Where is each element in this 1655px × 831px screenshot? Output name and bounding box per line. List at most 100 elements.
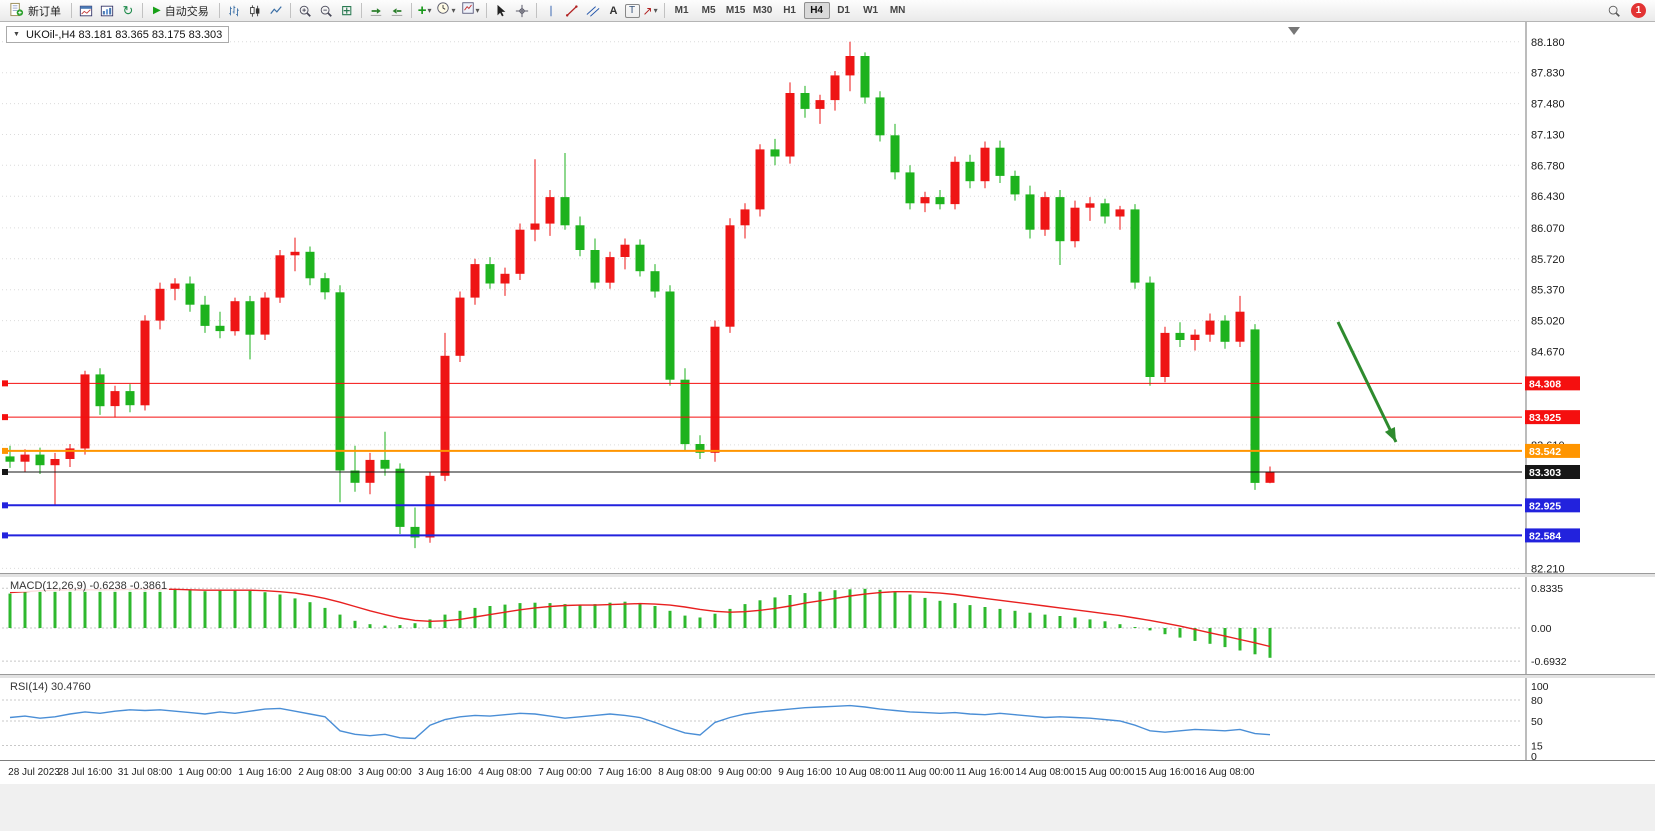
- toolbar-separator: [142, 3, 143, 18]
- zoom-in-icon[interactable]: [295, 2, 315, 20]
- time-label: 31 Jul 08:00: [117, 767, 173, 778]
- svg-text:-0.6932: -0.6932: [1531, 656, 1567, 668]
- chevron-down-icon: ▾: [475, 6, 480, 15]
- time-label: 28 Jul 16:00: [57, 767, 113, 778]
- new-order-icon: [9, 2, 24, 20]
- svg-text:85.370: 85.370: [1531, 285, 1565, 297]
- svg-text:82.210: 82.210: [1531, 563, 1565, 573]
- rsi-canvas[interactable]: 100 80 50 150: [0, 678, 1655, 760]
- toolbar-separator: [485, 3, 487, 18]
- svg-text:0.8335: 0.8335: [1531, 583, 1563, 595]
- time-label: 15 Aug 16:00: [1135, 767, 1195, 778]
- toolbar: 新订单 ↻ ▶ 自动交易 ⊞ + ▾ ▾ ▾: [0, 0, 1655, 22]
- macd-canvas[interactable]: 0.8335 0.00 -0.6932: [0, 577, 1655, 674]
- time-label: 3 Aug 00:00: [358, 767, 412, 778]
- vertical-line-icon[interactable]: [541, 2, 561, 20]
- trendline-icon[interactable]: [562, 2, 582, 20]
- macd-panel[interactable]: 0.8335 0.00 -0.6932 MACD(12,26,9) -0.6238 …: [0, 577, 1655, 674]
- time-label: 10 Aug 08:00: [835, 767, 895, 778]
- svg-text:85.720: 85.720: [1531, 254, 1565, 266]
- profiles-icon[interactable]: [97, 2, 117, 20]
- svg-text:83.303: 83.303: [1529, 467, 1561, 479]
- svg-text:86.070: 86.070: [1531, 223, 1565, 235]
- window-bottom: [0, 784, 1655, 831]
- svg-text:84.308: 84.308: [1529, 378, 1561, 390]
- candlestick-chart-icon[interactable]: [245, 2, 265, 20]
- tab-timeframe-m30[interactable]: M30: [750, 2, 776, 19]
- svg-text:15: 15: [1531, 741, 1543, 753]
- svg-text:0: 0: [1531, 751, 1537, 760]
- svg-text:83.542: 83.542: [1529, 446, 1561, 458]
- tab-timeframe-m5[interactable]: M5: [696, 2, 722, 19]
- arrow-tool-icon: ↗: [642, 3, 653, 18]
- time-label: 8 Aug 08:00: [658, 767, 712, 778]
- toolbar-right: 1: [1604, 2, 1652, 20]
- clock-icon: [436, 1, 450, 20]
- toolbar-separator: [535, 3, 537, 18]
- zoom-out-icon[interactable]: [316, 2, 336, 20]
- chart-shift-icon[interactable]: [387, 2, 407, 20]
- collapse-icon[interactable]: ▼: [13, 31, 20, 38]
- search-icon[interactable]: [1604, 2, 1624, 20]
- rsi-label: RSI(14) 30.4760: [8, 681, 93, 693]
- indicators-button[interactable]: + ▾: [416, 2, 434, 20]
- tab-timeframe-h4[interactable]: H4: [803, 2, 830, 19]
- auto-trading-button[interactable]: ▶ 自动交易: [147, 1, 215, 21]
- new-order-button[interactable]: 新订单: [3, 0, 67, 22]
- time-label: 3 Aug 16:00: [418, 767, 472, 778]
- time-axis[interactable]: 28 Jul 2023 28 Jul 16:00 31 Jul 08:00 1 Aug…: [0, 760, 1655, 784]
- play-icon: ▶: [153, 5, 161, 16]
- svg-text:87.830: 87.830: [1531, 68, 1565, 80]
- tab-timeframe-m1[interactable]: M1: [669, 2, 695, 19]
- toolbar-separator: [289, 3, 291, 18]
- main-chart-canvas[interactable]: 88.180 87.830 87.480 87.130 86.780 86.430 86.0…: [0, 22, 1655, 573]
- panel-separator[interactable]: [0, 573, 1655, 577]
- new-order-label: 新订单: [28, 5, 61, 18]
- time-label: 1 Aug 16:00: [238, 767, 292, 778]
- notification-badge[interactable]: 1: [1631, 3, 1646, 18]
- bar-chart-icon[interactable]: [224, 2, 244, 20]
- equidistant-channel-icon[interactable]: [583, 2, 603, 20]
- tab-timeframe-m15[interactable]: M15: [723, 2, 749, 19]
- chart-window-icon[interactable]: [76, 2, 96, 20]
- time-label: 9 Aug 16:00: [778, 767, 832, 778]
- time-label: 16 Aug 08:00: [1195, 767, 1255, 778]
- refresh-icon[interactable]: ↻: [118, 2, 138, 20]
- svg-text:83.925: 83.925: [1529, 412, 1561, 424]
- svg-text:85.020: 85.020: [1531, 316, 1565, 328]
- rsi-panel[interactable]: 100 80 50 15 0 RSI(14) 30.4760: [0, 678, 1655, 760]
- time-label: 11 Aug 16:00: [955, 767, 1015, 778]
- toolbar-separator: [71, 3, 72, 18]
- text-tool-icon[interactable]: A: [604, 2, 624, 20]
- tile-windows-icon[interactable]: ⊞: [337, 2, 357, 20]
- templates-button[interactable]: ▾: [459, 2, 482, 20]
- panel-separator[interactable]: [0, 674, 1655, 678]
- tab-timeframe-d1[interactable]: D1: [831, 2, 857, 19]
- cursor-icon[interactable]: [491, 2, 511, 20]
- main-chart-panel[interactable]: 88.180 87.830 87.480 87.130 86.780 86.430 86.0…: [0, 22, 1655, 573]
- text-label-icon[interactable]: T: [624, 3, 640, 18]
- svg-text:80: 80: [1531, 695, 1543, 707]
- svg-text:87.130: 87.130: [1531, 129, 1565, 141]
- arrows-tool-button[interactable]: ↗ ▾: [641, 2, 660, 20]
- tab-timeframe-mn[interactable]: MN: [885, 2, 911, 19]
- svg-text:84.670: 84.670: [1531, 346, 1565, 358]
- svg-text:88.180: 88.180: [1531, 37, 1565, 49]
- time-label: 1 Aug 00:00: [178, 767, 232, 778]
- svg-text:100: 100: [1531, 681, 1549, 693]
- tab-timeframe-h1[interactable]: H1: [777, 2, 803, 19]
- auto-scroll-icon[interactable]: [366, 2, 386, 20]
- macd-label: MACD(12,26,9) -0.6238 -0.3861: [8, 580, 170, 592]
- crosshair-icon[interactable]: [512, 2, 532, 20]
- template-icon: [461, 1, 475, 20]
- line-chart-icon[interactable]: [266, 2, 286, 20]
- chart-header-text: UKOil-,H4 83.181 83.365 83.175 83.303: [25, 28, 223, 41]
- tab-timeframe-w1[interactable]: W1: [858, 2, 884, 19]
- svg-text:87.480: 87.480: [1531, 99, 1565, 111]
- time-label: 7 Aug 16:00: [598, 767, 652, 778]
- toolbar-separator: [663, 3, 665, 18]
- time-label: 9 Aug 00:00: [718, 767, 772, 778]
- time-label: 15 Aug 00:00: [1075, 767, 1135, 778]
- periods-button[interactable]: ▾: [434, 2, 457, 20]
- auto-trading-label: 自动交易: [164, 5, 209, 18]
